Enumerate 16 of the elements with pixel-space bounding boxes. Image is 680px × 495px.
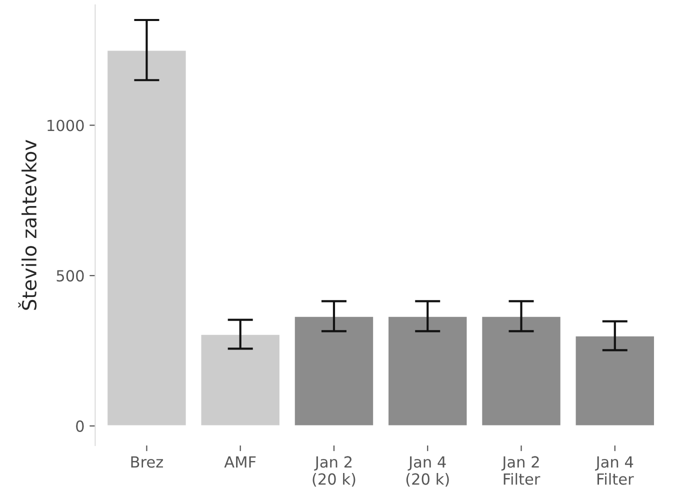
y-tick-label: 0 [76, 420, 84, 432]
bar [574, 335, 656, 427]
x-tick-label: Jan 2 (20 k) [312, 456, 356, 487]
x-tick-label: Brez [131, 456, 163, 468]
y-tick-label: 1000 [48, 120, 84, 132]
y-tick-label: 500 [56, 270, 84, 282]
bar [200, 334, 281, 427]
x-tick-label: AMF [224, 456, 256, 468]
bar [106, 49, 188, 427]
y-axis-title: Število zahtevkov [18, 140, 37, 310]
x-tick-label: Jan 2 Filter [501, 456, 540, 485]
x-tick-label: Jan 4 (20 k) [406, 456, 449, 487]
bar [293, 315, 374, 427]
bar [387, 315, 468, 427]
bar [480, 315, 562, 427]
x-tick-label: Jan 4 Filter [595, 456, 634, 485]
